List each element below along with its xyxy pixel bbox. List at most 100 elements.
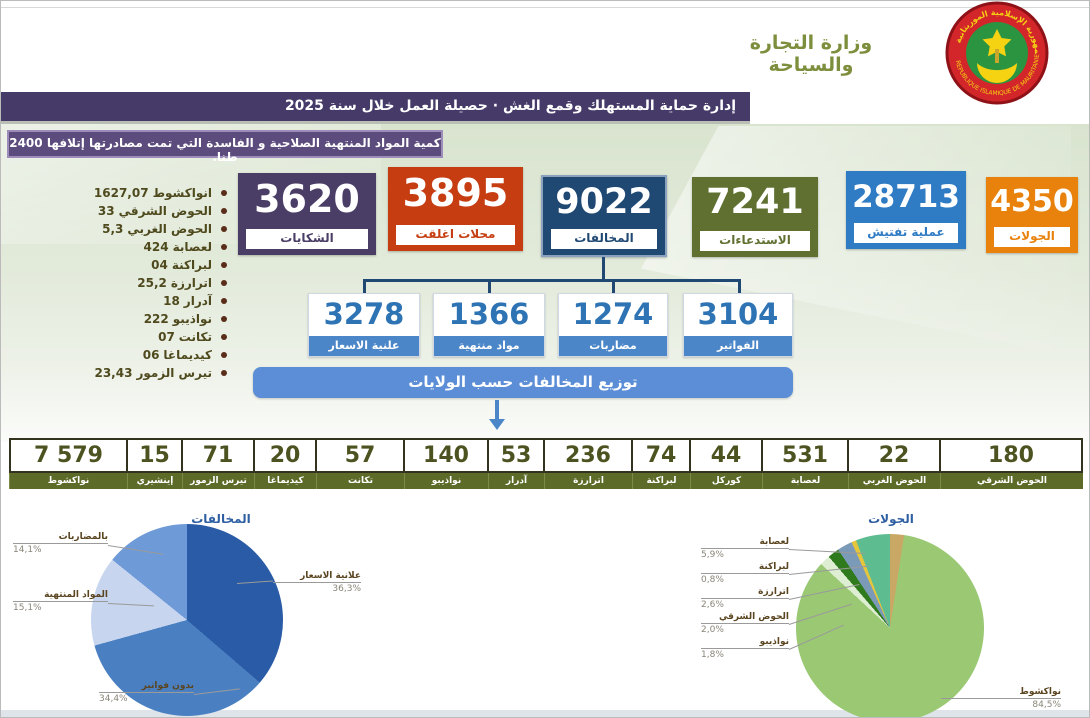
region-value: 5,3 (102, 222, 124, 236)
region-name: كيديماغا (163, 348, 212, 362)
slice-name: لبراكنة (701, 562, 789, 574)
slice-name: بالمضاربات (13, 532, 108, 544)
cell-label: تكانت (316, 473, 404, 489)
subbox-expired-goods: 1366 مواد منتهية (433, 293, 545, 357)
table-cell: 7 579 نواكشوط (9, 438, 127, 489)
pie-label-no-invoices: بدون فواتير 34,4% (99, 681, 194, 704)
bullet-icon (221, 190, 227, 196)
ministry-title: وزارة التجارة والسياحة (749, 32, 873, 76)
pie-label-hodh-chargui: الحوض الشرقي 2,0% (701, 612, 789, 635)
department-bar: إدارة حماية المستهلك وقمع الغش · حصيلة ا… (1, 92, 750, 124)
cell-value: 236 (544, 438, 632, 473)
stat-box-summons: 7241 الاستدعاءات (692, 177, 818, 257)
stat-value: 28713 (852, 179, 960, 215)
table-cell: 531 لعصابة (762, 438, 848, 489)
list-item: آدرار 18 (9, 292, 227, 310)
cell-label: إينشيري (127, 473, 182, 489)
cell-value: 53 (488, 438, 544, 473)
region-name: نواذيبو (172, 312, 212, 326)
region-value: 04 (151, 258, 168, 272)
bullet-icon (221, 316, 227, 322)
cell-value: 22 (848, 438, 940, 473)
cell-label: اترارزة (544, 473, 632, 489)
bullet-icon (221, 352, 227, 358)
region-name: الحوض الغربي (127, 222, 212, 236)
crescent-icon (977, 63, 1017, 83)
cell-value: 180 (940, 438, 1083, 473)
cell-value: 15 (127, 438, 182, 473)
region-value: 33 (97, 204, 115, 218)
subbox-value: 3278 (323, 297, 405, 331)
region-value: 06 (142, 348, 160, 362)
slice-name: المواد المنتهية (13, 590, 108, 602)
cell-label: آدرار (488, 473, 544, 489)
slice-name: علانية الاسعار (273, 571, 361, 583)
slice-name: بدون فواتير (99, 681, 194, 693)
region-name: لبراكنة (171, 258, 212, 272)
list-item: لعصابة 424 (9, 238, 227, 256)
connector-line (363, 279, 366, 293)
list-item: انواكشوط 1627,07 (9, 184, 227, 202)
stat-box-violations: 9022 المخالفات (541, 175, 667, 257)
bottom-strip (1, 710, 1089, 717)
cell-label: نواذيبو (404, 473, 488, 489)
down-arrow-icon (489, 419, 505, 430)
bullet-icon (221, 280, 227, 286)
cell-value: 57 (316, 438, 404, 473)
table-cell: 15 إينشيري (127, 438, 182, 489)
subbox-label: علنية الاسعار (309, 336, 419, 356)
connector-line (612, 279, 615, 293)
table-cell: 236 اترارزة (544, 438, 632, 489)
slice-percent: 1,8% (701, 650, 724, 660)
violations-pie-chart (91, 524, 283, 716)
stat-value: 4350 (990, 184, 1074, 219)
pie-label-speculation: بالمضاربات 14,1% (13, 532, 108, 555)
stat-value: 3620 (254, 177, 360, 221)
stat-box-shops-closed: 3895 محلات اغلقت (388, 167, 523, 251)
stat-box-complaints: 3620 الشكايات (238, 173, 376, 255)
down-arrow-icon (495, 400, 499, 420)
subbox-label: الفواتير (684, 336, 792, 356)
violations-by-wilaya-table: 7 579 نواكشوط 15 إينشيري 71 تيرس الزمور 20 ك… (9, 438, 1083, 489)
list-item: اترارزة 25,2 (9, 274, 227, 292)
cell-value: 20 (254, 438, 316, 473)
list-item: الحوض الغربي 5,3 (9, 220, 227, 238)
list-item: نواذيبو 222 (9, 310, 227, 328)
top-divider (1, 7, 1089, 8)
region-value: 222 (143, 312, 169, 326)
subbox-value: 1366 (448, 297, 530, 331)
table-cell: 140 نواذيبو (404, 438, 488, 489)
subbox-price-transparency: 3278 علنية الاسعار (308, 293, 420, 357)
subbox-invoices: 3104 الفواتير (683, 293, 793, 357)
region-name: انواكشوط (152, 186, 212, 200)
list-item: تيرس الزمور 23,43 (9, 364, 227, 382)
region-value: 18 (163, 294, 180, 308)
connector-line (488, 279, 491, 293)
bullet-icon (221, 370, 227, 376)
stat-label: الاستدعاءات (700, 231, 810, 251)
tours-pie-chart (796, 534, 984, 717)
cell-value: 7 579 (9, 438, 127, 473)
violations-pie-title: المخالفات (191, 512, 251, 526)
slice-name: اترارزة (701, 587, 789, 599)
cell-value: 71 (182, 438, 254, 473)
stat-value: 3895 (402, 171, 509, 215)
list-item: لبراكنة 04 (9, 256, 227, 274)
list-item: الحوض الشرقي 33 (9, 202, 227, 220)
slice-percent: 2,0% (701, 625, 724, 635)
subbox-value: 1274 (572, 297, 654, 331)
pie-label-trarza: اترارزة 2,6% (701, 587, 789, 610)
region-value: 23,43 (94, 366, 133, 380)
pie-label-assaba: لعصابة 5,9% (701, 537, 789, 560)
stat-label: المخالفات (551, 229, 657, 249)
slice-name: نواذيبو (701, 637, 789, 649)
region-value: 1627,07 (93, 186, 149, 200)
table-cell: 22 الحوض الغربي (848, 438, 940, 489)
region-tons-list: انواكشوط 1627,07 الحوض الشرقي 33 الحوض الغ… (9, 184, 227, 382)
cell-label: نواكشوط (9, 473, 127, 489)
cell-label: لعصابة (762, 473, 848, 489)
bullet-icon (221, 244, 227, 250)
region-name: اترارزة (170, 276, 212, 290)
region-name: آدرار (183, 294, 212, 308)
slice-percent: 0,8% (701, 575, 724, 585)
